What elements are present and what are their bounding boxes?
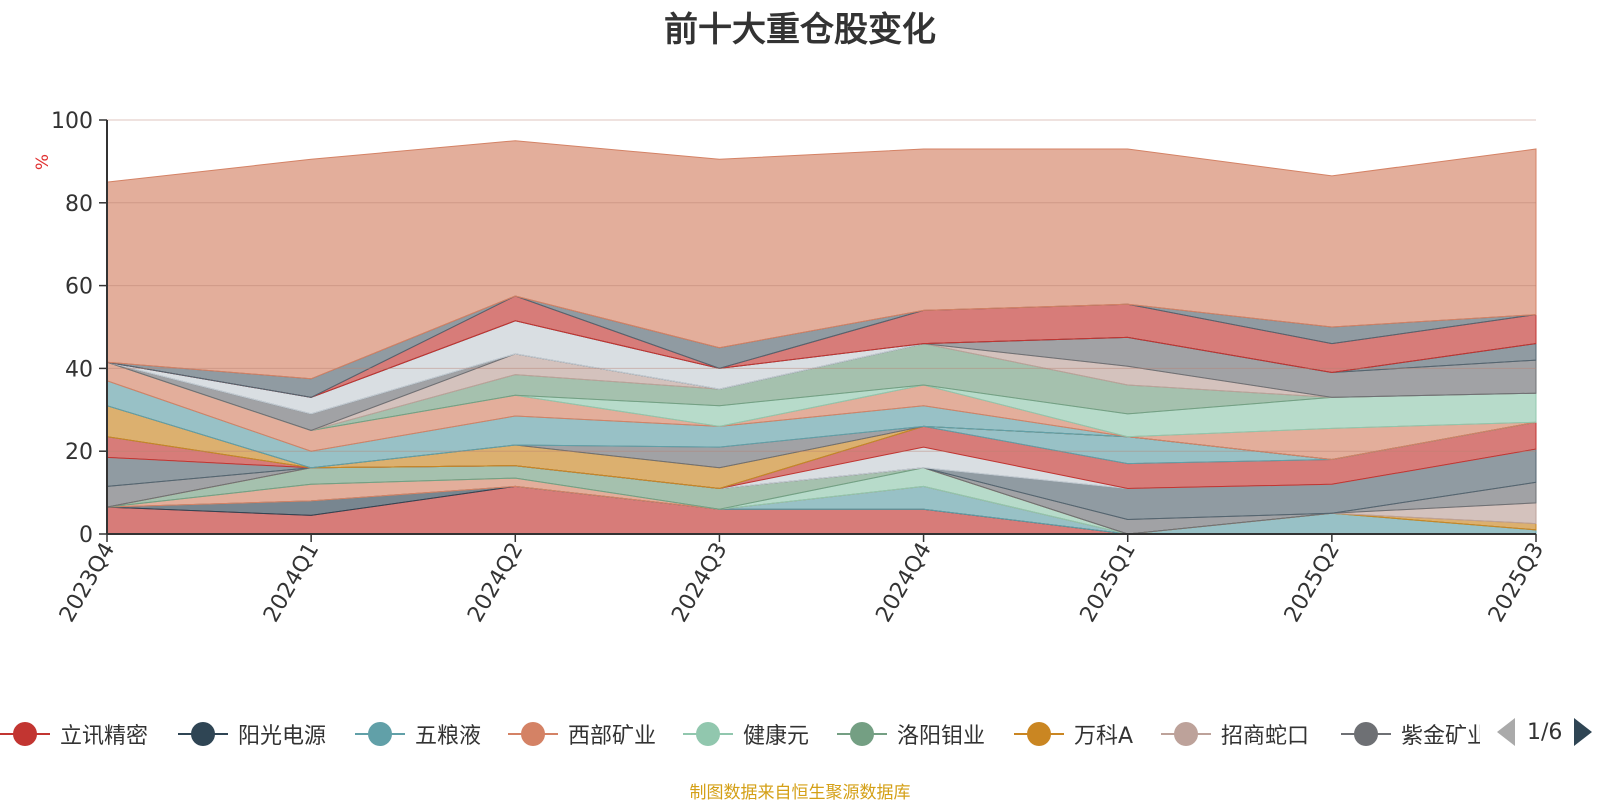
legend-label: 西部矿业 [568,724,657,749]
legend-item[interactable]: 健康元 [683,716,809,752]
chart-title: 前十大重仓股变化 [664,10,936,50]
legend-label: 招商蛇口 [1221,724,1310,749]
legend-item[interactable]: 洛阳钼业 [837,716,985,752]
area-series-26 [106,140,1537,380]
legend-label: 洛阳钼业 [897,724,986,749]
x-tick-label: 2023Q4 [55,539,120,627]
source-footnote: 制图数据来自恒生聚源数据库 [689,783,911,803]
legend-marker-icon [1014,719,1064,749]
axes [106,120,1536,535]
y-tick-label: 100 [51,109,93,134]
legend-label: 万科A [1074,724,1134,749]
legend-item[interactable]: 五粮液 [355,716,481,752]
legend-marker-icon [508,719,558,749]
x-tick-label: 2024Q2 [463,539,528,627]
y-tick-label: 40 [65,357,93,382]
legend-item[interactable]: 万科A [1014,716,1133,752]
x-tick-labels: 2023Q4 2024Q1 2024Q2 2024Q3 2024Q4 2025Q1 2025… [55,534,1549,627]
legend-marker-icon [1161,719,1211,749]
legend-label: 五粮液 [415,724,482,749]
y-tick-label: 20 [65,440,93,465]
legend-item[interactable]: 西部矿业 [508,716,656,752]
legend-item[interactable]: 阳光电源 [178,716,326,752]
legend-marker-icon [355,719,405,749]
y-tick-label: 0 [79,523,93,548]
legend-viewport: 立讯精密 阳光电源 五粮液 西部矿业 健康元 洛阳钼业 万科A 招商蛇口 紫金矿业 [0,700,1480,760]
series-areas [106,140,1537,535]
x-tick-label: 2024Q1 [259,539,324,627]
legend-next-icon[interactable] [1574,718,1593,746]
y-axis-unit: % [33,154,53,170]
legend-pager: 1/6 [1497,718,1593,746]
legend-label: 阳光电源 [238,724,327,749]
legend-marker-icon [178,719,228,749]
x-tick-label: 2024Q3 [667,539,732,627]
legend-label: 健康元 [743,724,810,749]
legend-marker-icon [1341,719,1391,749]
legend-marker-icon [683,719,733,749]
y-tick-label: 80 [65,192,93,217]
legend-label: 紫金矿业 [1401,724,1480,749]
legend-marker-icon [0,719,50,749]
legend-item[interactable]: 招商蛇口 [1161,716,1309,752]
legend-prev-icon[interactable] [1497,718,1515,746]
legend-item[interactable]: 紫金矿业 [1341,716,1480,752]
y-tick-label: 60 [65,275,93,300]
x-tick-label: 2025Q2 [1280,539,1345,627]
legend-label: 立讯精密 [60,724,149,749]
legend-page-indicator: 1/6 [1527,719,1563,745]
legend-marker-icon [837,719,887,749]
x-tick-label: 2025Q1 [1076,539,1141,627]
y-tick-labels: 0 20 40 60 80 100 [51,109,93,548]
legend: 立讯精密 阳光电源 五粮液 西部矿业 健康元 洛阳钼业 万科A 招商蛇口 紫金矿业 [0,716,1480,752]
legend-item[interactable]: 立讯精密 [0,716,148,752]
x-tick-label: 2025Q3 [1484,539,1549,627]
x-tick-label: 2024Q4 [871,539,936,627]
